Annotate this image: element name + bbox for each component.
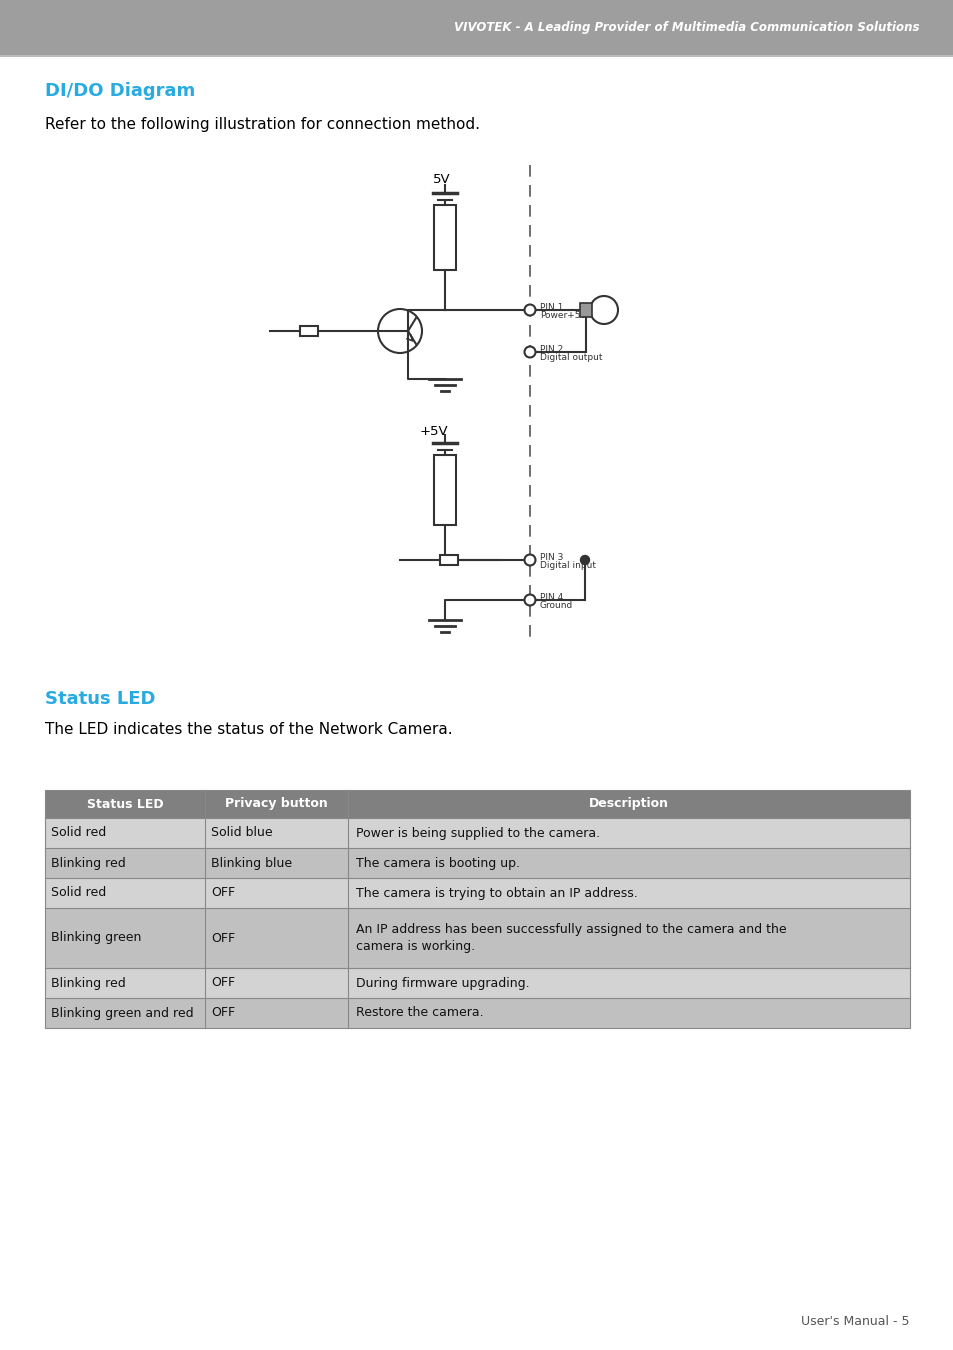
Text: During firmware upgrading.: During firmware upgrading. (355, 976, 529, 990)
Text: OFF: OFF (211, 887, 234, 899)
Text: Status LED: Status LED (45, 690, 155, 707)
Circle shape (524, 555, 535, 566)
Bar (434, 205, 456, 270)
Text: OFF: OFF (211, 976, 234, 990)
Text: An IP address has been successfully assigned to the camera and the
camera is wor: An IP address has been successfully assi… (355, 923, 785, 953)
Circle shape (524, 305, 535, 316)
Bar (45, 878, 909, 909)
Bar (45, 790, 909, 818)
Text: PIN 2: PIN 2 (539, 346, 562, 354)
Text: DI/DO Diagram: DI/DO Diagram (45, 82, 195, 100)
Text: VIVOTEK - A Leading Provider of Multimedia Communication Solutions: VIVOTEK - A Leading Provider of Multimed… (454, 22, 919, 34)
Bar (434, 455, 456, 525)
Text: The LED indicates the status of the Network Camera.: The LED indicates the status of the Netw… (45, 722, 452, 737)
Text: Solid blue: Solid blue (211, 826, 273, 840)
Text: Blinking red: Blinking red (51, 856, 126, 869)
Text: Status LED: Status LED (87, 798, 163, 810)
Bar (45, 968, 909, 998)
Text: OFF: OFF (211, 1007, 234, 1019)
Text: Restore the camera.: Restore the camera. (355, 1007, 483, 1019)
Bar (45, 848, 909, 878)
Bar (45, 818, 909, 848)
Bar (45, 909, 909, 968)
Bar (299, 325, 317, 336)
Text: Blinking red: Blinking red (51, 976, 126, 990)
Text: 5V: 5V (433, 173, 450, 186)
Text: Solid red: Solid red (51, 887, 106, 899)
Text: Privacy button: Privacy button (225, 798, 328, 810)
Text: Digital output: Digital output (539, 352, 602, 362)
Text: Blinking green and red: Blinking green and red (51, 1007, 193, 1019)
Text: Digital input: Digital input (539, 562, 596, 570)
Text: The camera is booting up.: The camera is booting up. (355, 856, 519, 869)
Text: Solid red: Solid red (51, 826, 106, 840)
Text: OFF: OFF (211, 931, 234, 945)
Circle shape (377, 309, 421, 352)
Bar (45, 790, 909, 1027)
Text: Blinking green: Blinking green (51, 931, 141, 945)
Bar (0, 0, 953, 55)
Text: PIN 3: PIN 3 (539, 554, 563, 562)
Text: Ground: Ground (539, 601, 573, 610)
Bar (439, 555, 457, 566)
Text: PIN 4: PIN 4 (539, 593, 562, 602)
Text: Blinking blue: Blinking blue (211, 856, 292, 869)
Bar (45, 998, 909, 1027)
Text: User's Manual - 5: User's Manual - 5 (801, 1315, 909, 1328)
Text: Power+5V: Power+5V (539, 310, 586, 320)
Bar (579, 302, 592, 317)
Text: Refer to the following illustration for connection method.: Refer to the following illustration for … (45, 117, 479, 132)
Text: PIN 1: PIN 1 (539, 302, 563, 312)
Circle shape (589, 296, 618, 324)
Text: +5V: +5V (419, 425, 448, 437)
Circle shape (524, 594, 535, 606)
Text: Description: Description (588, 798, 668, 810)
Text: The camera is trying to obtain an IP address.: The camera is trying to obtain an IP add… (355, 887, 637, 899)
Text: Power is being supplied to the camera.: Power is being supplied to the camera. (355, 826, 599, 840)
Circle shape (579, 555, 589, 564)
Circle shape (524, 347, 535, 358)
